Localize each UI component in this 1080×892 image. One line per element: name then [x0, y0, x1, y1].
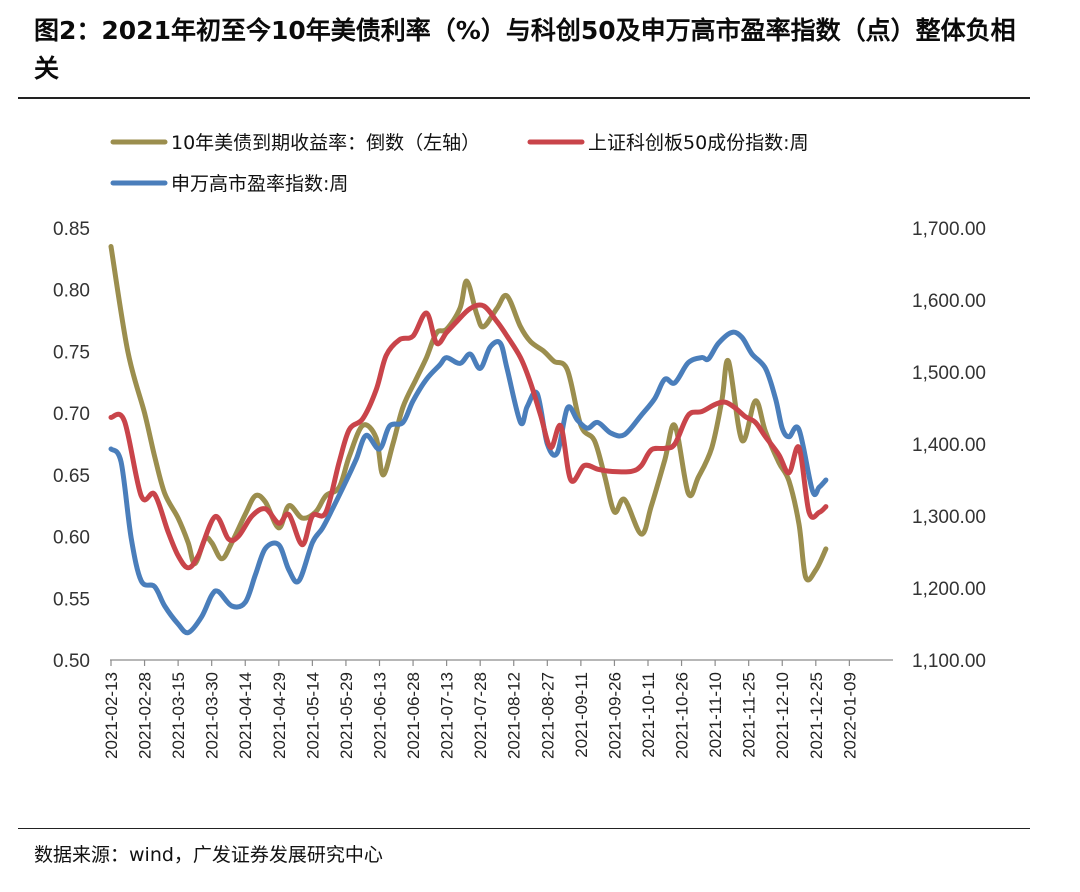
series-line-star50	[108, 302, 829, 571]
x-axis-tick-label: 2021-11-10	[706, 672, 725, 758]
series-line-us10y-inverse	[108, 244, 829, 583]
x-axis: 2021-02-13 2021-02-28 2021-03-15 2021-03-30…	[102, 659, 893, 759]
x-axis-tick-label: 2021-06-28	[404, 672, 423, 759]
legend-label: 10年美债到期收益率：倒数（左轴）	[171, 132, 480, 154]
x-axis-tick-label: 2021-04-14	[236, 672, 255, 759]
x-axis-tick-label: 2021-07-28	[471, 672, 490, 759]
chart-title: 图2：2021年初至今10年美债利率（%）与科创50及申万高市盈率指数（点）整体…	[34, 16, 1016, 83]
right-axis-tick-label: 1,400.00	[912, 435, 986, 456]
x-axis-tick-label: 2021-12-25	[807, 672, 826, 759]
x-axis-tick-label: 2022-01-09	[840, 672, 859, 759]
x-axis-tick-label: 2021-05-29	[337, 672, 356, 759]
source-note: 数据来源：wind，广发证券发展研究中心	[34, 844, 383, 866]
x-axis-tick-label: 2021-04-29	[270, 672, 289, 759]
right-axis: 1,100.00 1,200.00 1,300.00 1,400.00 1,500.00…	[912, 219, 986, 672]
left-axis-tick-label: 0.60	[53, 528, 90, 549]
right-axis-tick-label: 1,500.00	[912, 363, 986, 384]
x-axis-tick-label: 2021-05-14	[303, 672, 322, 759]
left-axis: 0.50 0.55 0.60 0.65 0.70 0.75 0.80 0.85	[53, 219, 90, 672]
left-axis-tick-label: 0.50	[53, 651, 90, 672]
legend-label: 上证科创板50成份指数:周	[588, 132, 809, 154]
x-axis-tick-label: 2021-11-25	[740, 672, 759, 758]
x-axis-tick-label: 2021-10-26	[673, 672, 692, 759]
left-axis-tick-label: 0.65	[53, 466, 90, 487]
series-group	[108, 244, 829, 636]
source-divider	[18, 828, 1030, 829]
x-axis-tick-label: 2021-10-11	[639, 672, 658, 758]
x-axis-tick-label: 2021-07-13	[438, 672, 457, 759]
legend-label: 申万高市盈率指数:周	[171, 173, 348, 195]
x-axis-tick-label: 2021-03-15	[169, 672, 188, 759]
x-axis-tick-label: 2021-09-26	[605, 672, 624, 759]
x-axis-tick-label: 2021-12-10	[773, 672, 792, 759]
left-axis-tick-label: 0.85	[53, 219, 90, 240]
x-axis-tick-label: 2021-02-28	[136, 672, 155, 759]
right-axis-tick-label: 1,700.00	[912, 219, 986, 240]
title-divider	[18, 97, 1030, 99]
left-axis-tick-label: 0.80	[53, 281, 90, 302]
left-axis-tick-label: 0.55	[53, 589, 90, 610]
x-axis-tick-label: 2021-09-11	[572, 672, 591, 758]
x-axis-tick-label: 2021-06-13	[370, 672, 389, 759]
x-axis-tick-label: 2021-08-27	[538, 672, 557, 759]
x-axis-tick-label: 2021-02-13	[102, 672, 121, 759]
right-axis-tick-label: 1,200.00	[912, 579, 986, 600]
right-axis-tick-label: 1,100.00	[912, 651, 986, 672]
right-axis-tick-label: 1,600.00	[912, 291, 986, 312]
x-axis-tick-label: 2021-03-30	[203, 672, 222, 759]
x-axis-tick-label: 2021-08-12	[505, 672, 524, 759]
series-line-sw-high-pe	[108, 329, 829, 636]
left-axis-tick-label: 0.70	[53, 404, 90, 425]
left-axis-tick-label: 0.75	[53, 342, 90, 363]
right-axis-tick-label: 1,300.00	[912, 507, 986, 528]
